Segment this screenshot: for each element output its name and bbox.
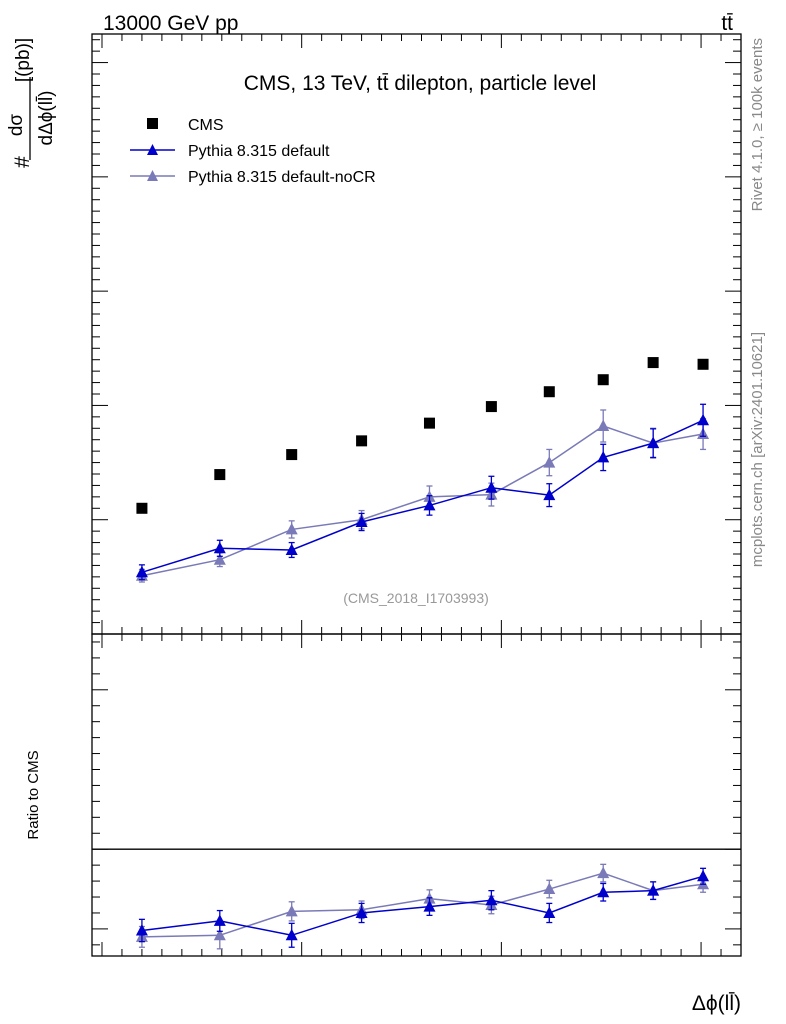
ratio-point-default bbox=[135, 923, 148, 936]
ratio-point-default bbox=[485, 893, 498, 906]
ratio-plot-frame bbox=[91, 633, 742, 957]
legend-marker-cms bbox=[147, 118, 158, 129]
ratio-line-default bbox=[141, 875, 704, 937]
ratio-line-nocr bbox=[141, 872, 704, 938]
ratio-point-default bbox=[697, 869, 710, 882]
point-cms bbox=[286, 449, 298, 461]
main-data-layer bbox=[135, 357, 710, 583]
point-nocr bbox=[597, 419, 610, 431]
x-axis-label: Δϕ(ll̄) bbox=[692, 991, 741, 1015]
side-label-bottom: mcplots.cern.ch [arXiv:2401.10621] bbox=[749, 332, 766, 567]
point-cms bbox=[543, 386, 555, 398]
chart-title: CMS, 13 TeV, tt̄ dilepton, particle leve… bbox=[244, 72, 597, 95]
series-line-nocr bbox=[141, 425, 704, 577]
ylabel-unit: [(pb)] bbox=[13, 38, 34, 82]
ratio-point-default bbox=[355, 906, 368, 918]
point-default bbox=[543, 488, 556, 501]
point-cms bbox=[485, 401, 497, 413]
legend: CMS Pythia 8.315 default Pythia 8.315 de… bbox=[130, 117, 376, 186]
point-cms bbox=[647, 357, 659, 369]
ratio-point-default bbox=[423, 900, 436, 912]
point-nocr bbox=[213, 553, 226, 565]
legend-marker-nocr bbox=[147, 170, 158, 181]
ratio-point-default bbox=[213, 914, 226, 926]
point-cms bbox=[423, 417, 435, 429]
point-cms bbox=[597, 374, 609, 386]
point-default bbox=[485, 481, 498, 493]
point-cms bbox=[697, 358, 709, 370]
ylabel-prefix: # bbox=[11, 156, 34, 168]
legend-label-default: Pythia 8.315 default bbox=[188, 143, 330, 160]
point-default bbox=[697, 413, 710, 426]
ratio-point-nocr bbox=[543, 882, 556, 895]
point-nocr bbox=[543, 456, 556, 468]
ratio-point-default bbox=[647, 884, 660, 896]
legend-marker-default bbox=[147, 144, 158, 155]
ratio-point-default bbox=[285, 928, 298, 941]
header-left: 13000 GeV pp bbox=[103, 12, 238, 35]
ticks-layer bbox=[92, 34, 742, 956]
point-default bbox=[597, 450, 610, 463]
legend-label-cms: CMS bbox=[188, 117, 224, 134]
ylabel-numerator: dσ bbox=[6, 114, 27, 137]
point-default bbox=[423, 498, 436, 511]
point-default bbox=[647, 436, 660, 449]
point-cms bbox=[356, 435, 368, 447]
watermark: (CMS_2018_I1703993) bbox=[343, 590, 489, 606]
ratio-ylabel: Ratio to CMS bbox=[25, 750, 42, 839]
ylabel-denominator: dΔϕ(ll̄) bbox=[36, 91, 57, 146]
ratio-point-nocr bbox=[597, 866, 610, 879]
side-label-top: Rivet 4.1.0, ≥ 100k events bbox=[749, 38, 766, 211]
ratio-point-nocr bbox=[213, 928, 226, 941]
ratio-point-default bbox=[543, 906, 556, 918]
header-right: tt̄ bbox=[721, 12, 733, 35]
point-default bbox=[135, 565, 148, 578]
series-line-default bbox=[141, 419, 704, 574]
main-ylabel: # dσ dΔϕ(ll̄) [(pb)] bbox=[6, 38, 57, 168]
point-default bbox=[213, 541, 226, 554]
point-cms bbox=[136, 502, 148, 514]
point-default bbox=[355, 515, 368, 527]
ratio-point-default bbox=[597, 885, 610, 898]
point-default bbox=[285, 543, 298, 555]
point-cms bbox=[214, 469, 226, 481]
point-nocr bbox=[285, 522, 298, 535]
legend-label-nocr: Pythia 8.315 default-noCR bbox=[188, 169, 376, 186]
ratio-point-nocr bbox=[285, 904, 298, 917]
ratio-data-layer bbox=[92, 848, 741, 950]
